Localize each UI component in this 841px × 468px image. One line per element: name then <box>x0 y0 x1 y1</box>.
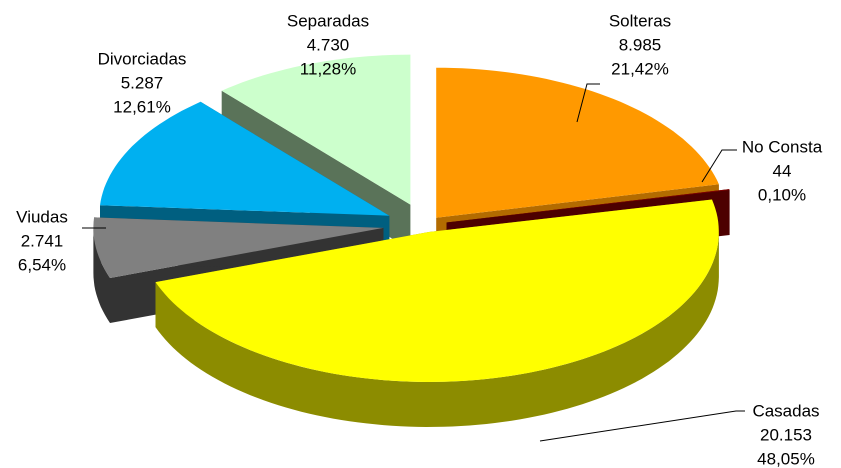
slice-percent: 11,28% <box>300 59 356 78</box>
slice-label: Solteras <box>609 11 671 30</box>
slice-value: 8.985 <box>619 35 662 54</box>
leader-line <box>701 149 737 183</box>
slice <box>155 199 719 382</box>
slice-label: Divorciadas <box>98 49 187 68</box>
slice-wall <box>155 232 719 427</box>
slice-label: No Consta <box>742 137 823 156</box>
slice <box>446 189 730 223</box>
slice-value: 20.153 <box>760 425 812 444</box>
slice-value: 2.741 <box>21 231 64 250</box>
slice-label: Separadas <box>287 11 369 30</box>
slice <box>221 54 411 205</box>
slice <box>93 217 384 278</box>
leader-line <box>576 83 600 123</box>
slice-value: 44 <box>773 161 792 180</box>
slice-wall <box>93 227 110 323</box>
slice <box>436 67 719 218</box>
slice-label: Casadas <box>752 401 819 420</box>
leader-line <box>539 410 745 442</box>
slice <box>100 101 390 216</box>
slice-percent: 48,05% <box>757 449 815 468</box>
slice-label: Viudas <box>16 207 68 226</box>
slice-percent: 6,54% <box>18 255 66 274</box>
slice-percent: 0,10% <box>758 185 806 204</box>
slice-percent: 21,42% <box>611 59 669 78</box>
slice-value: 4.730 <box>307 35 350 54</box>
slice-percent: 12,61% <box>113 97 171 116</box>
slice-value: 5.287 <box>121 73 164 92</box>
